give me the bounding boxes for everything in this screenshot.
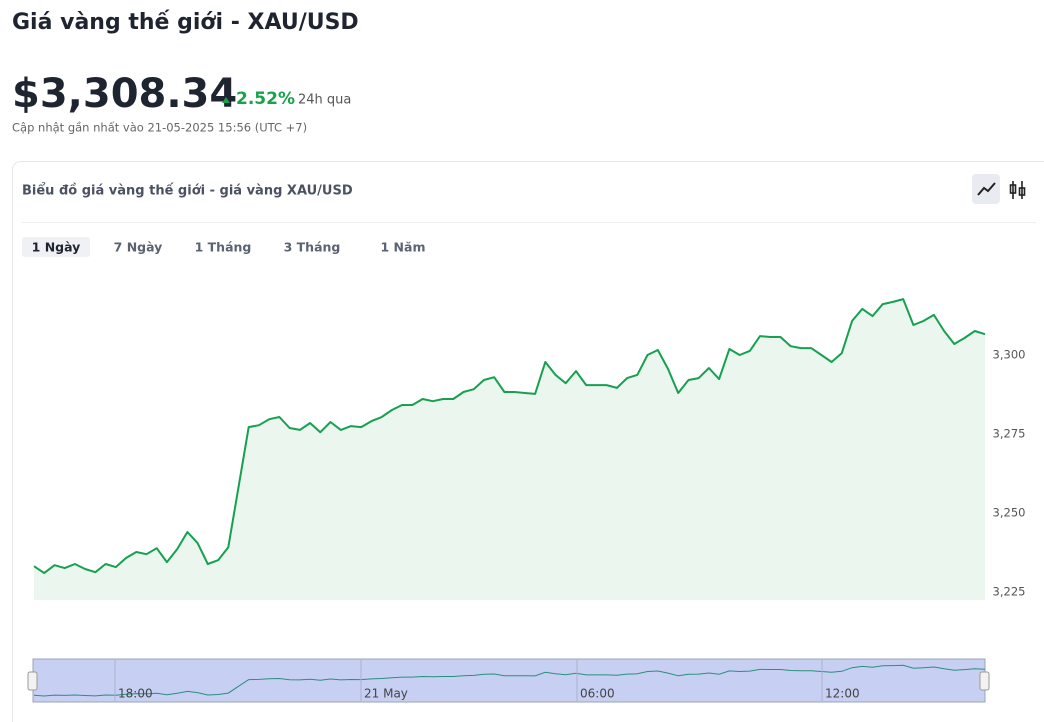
y-tick-label: 3,225 — [993, 585, 1026, 599]
navigator-label: 12:00 — [825, 687, 860, 701]
navigator-label: 18:00 — [118, 687, 153, 701]
navigator-handle[interactable] — [27, 671, 38, 691]
navigator-content: 18:00 21 May 06:00 12:00 — [33, 660, 986, 701]
navigator-label: 06:00 — [580, 687, 615, 701]
price-change: 2.52% — [236, 89, 295, 109]
range-tab[interactable]: 7 Ngày — [114, 240, 163, 255]
change-period: 24h qua — [298, 93, 351, 108]
range-tab[interactable]: 3 Tháng — [284, 240, 341, 255]
area-fill — [34, 299, 985, 600]
price: $3,308.34 — [12, 71, 237, 117]
tab-active-bg — [22, 237, 90, 257]
navigator-line — [33, 664, 986, 697]
range-tabs: 1 Ngày 7 Ngày 1 Tháng 3 Tháng 1 Năm — [22, 237, 425, 257]
range-tab[interactable]: 1 Tháng — [195, 240, 252, 255]
card-title: Biểu đồ giá vàng thế giới - giá vàng XAU… — [22, 183, 353, 199]
page-title: Giá vàng thế giới - XAU/USD — [12, 10, 359, 35]
navigator-handle[interactable] — [979, 671, 990, 691]
line-icon — [977, 182, 996, 196]
y-tick-label: 3,275 — [993, 427, 1026, 441]
candle-chart-button[interactable] — [1009, 181, 1026, 199]
plot: 3,225 3,250 3,275 3,300 — [33, 298, 1026, 600]
range-tab[interactable]: 1 Ngày — [32, 240, 81, 255]
y-tick-label: 3,300 — [993, 348, 1026, 362]
y-tick-label: 3,250 — [993, 506, 1026, 520]
up-arrow — [222, 97, 230, 103]
range-tab[interactable]: 1 Năm — [381, 240, 426, 255]
price-line — [33, 298, 986, 575]
updated-time: Cập nhật gần nhất vào 21-05-2025 15:56 (… — [12, 121, 307, 135]
navigator-label: 21 May — [364, 687, 408, 701]
